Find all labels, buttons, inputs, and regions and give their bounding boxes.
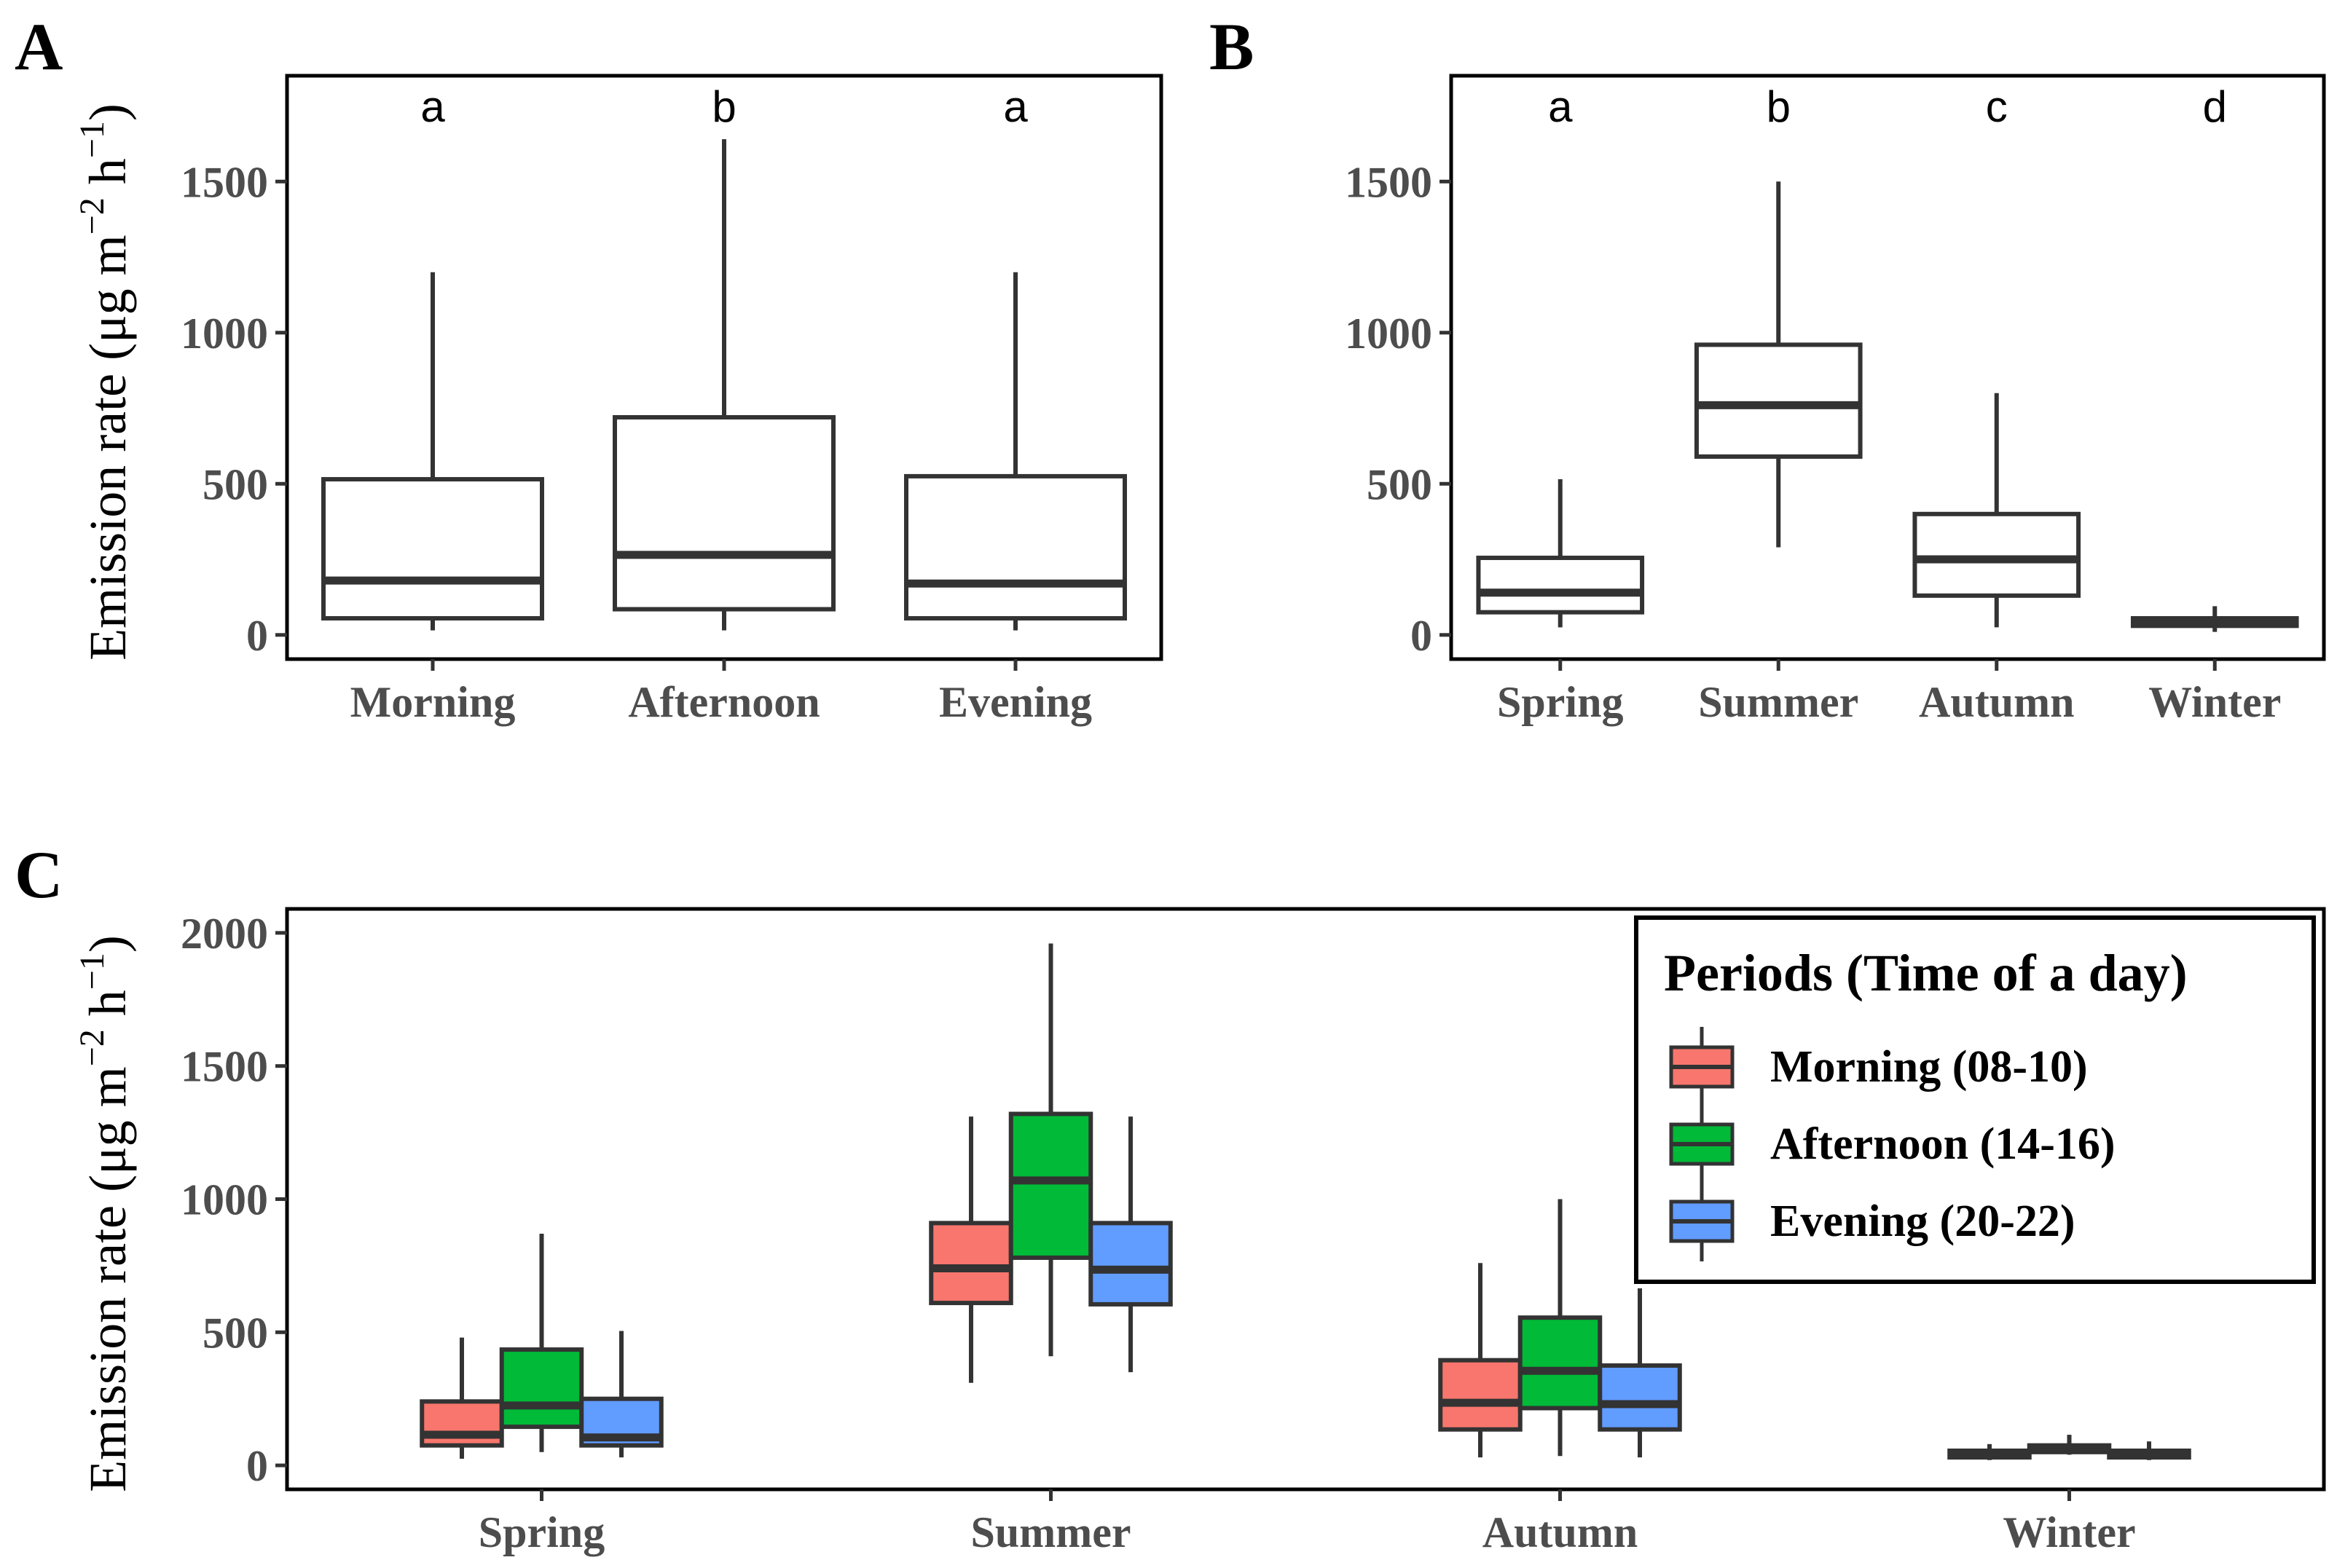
- legend-label: Evening (20-22): [1770, 1197, 2075, 1246]
- box-mark: [1088, 1116, 1173, 1373]
- y-tick-label: 500: [1367, 460, 1432, 508]
- y-axis-title-part: ): [79, 103, 137, 121]
- x-tick-label: Afternoon: [628, 678, 820, 726]
- significance-letter: c: [1986, 82, 2008, 131]
- y-tick-label: 1500: [181, 158, 268, 206]
- box-iqr: [929, 1221, 1013, 1306]
- panel-letter: B: [1209, 9, 1254, 84]
- y-tick-label: 1000: [181, 1176, 268, 1224]
- box-mark: [1947, 1443, 2032, 1460]
- significance-letter: b: [712, 82, 736, 131]
- box-mark: [579, 1331, 664, 1458]
- x-tick-label: Summer: [1698, 678, 1858, 726]
- box-mark: [1912, 393, 2081, 628]
- box-iqr: [1694, 342, 1863, 459]
- panel-c: C 0 500 1000 1500 2000 Emission rate (μg m−2 h…: [15, 838, 2326, 1556]
- significance-letter: d: [2203, 82, 2227, 131]
- box-mark: [1476, 479, 1645, 628]
- box-iqr: [904, 473, 1127, 620]
- legend-label: Afternoon (14-16): [1770, 1119, 2116, 1169]
- legend-key: [1669, 1181, 1735, 1261]
- x-tick-label: Winter: [2148, 678, 2281, 726]
- legend: Periods (Time of a day) Morning (08-10) Af…: [1634, 915, 2316, 1284]
- y-axis-title-part: Emission rate (μg m: [79, 1066, 137, 1492]
- panel-a: A 0 500 1000 1500 Emission rate (μg m−2 h−1) M…: [15, 9, 1163, 726]
- y-tick-label: 1500: [1345, 158, 1432, 206]
- box-mark: [1517, 1199, 1603, 1457]
- y-tick-label: 500: [203, 1309, 268, 1357]
- legend-label: Morning (08-10): [1770, 1042, 2088, 1092]
- significance-letter: a: [1003, 82, 1028, 131]
- box-iqr: [420, 1399, 504, 1448]
- box-mark: [420, 1337, 504, 1459]
- box-iqr: [1438, 1358, 1523, 1432]
- box-iqr: [1476, 555, 1645, 615]
- x-tick-label: Winter: [2003, 1508, 2135, 1556]
- box-mark: [499, 1234, 584, 1452]
- y-axis-title-part: Emission rate (μg m: [79, 235, 137, 661]
- y-axis-title-part: −2: [73, 1029, 111, 1066]
- significance-letter: a: [1548, 82, 1573, 131]
- panel-b: B 0 500 1000 1500 Spring a Summer b Autumn c Winter…: [1209, 9, 2326, 726]
- box-mark: [2130, 606, 2299, 632]
- panel-border: [1449, 74, 2326, 661]
- legend-key: [1669, 1027, 1735, 1107]
- box-mark: [321, 272, 544, 631]
- x-tick-label: Morning: [350, 678, 516, 726]
- box-mark: [904, 272, 1127, 631]
- box-iqr: [1912, 511, 2081, 598]
- x-tick-label: Spring: [479, 1508, 605, 1556]
- box-iqr: [1598, 1363, 1682, 1432]
- box-mark: [1598, 1288, 1682, 1458]
- box-iqr: [1008, 1111, 1093, 1260]
- x-tick-label: Autumn: [1919, 678, 2074, 726]
- y-tick-label: 2000: [181, 910, 268, 958]
- y-axis-title-part: −1: [73, 953, 111, 990]
- box-iqr: [1517, 1315, 1603, 1411]
- y-axis-title: Emission rate (μg m−2 h−1): [73, 935, 137, 1492]
- box-iqr: [321, 477, 544, 620]
- box-mark: [2027, 1435, 2112, 1455]
- y-tick-label: 1000: [181, 310, 268, 358]
- legend-key: [1669, 1104, 1735, 1184]
- y-axis-title: Emission rate (μg m−2 h−1): [73, 103, 137, 661]
- y-tick-label: 0: [246, 612, 268, 660]
- x-tick-label: Spring: [1497, 678, 1623, 726]
- significance-letter: a: [420, 82, 445, 131]
- significance-letter: b: [1767, 82, 1791, 131]
- panel-letter: A: [15, 9, 63, 84]
- box-mark: [1694, 181, 1863, 548]
- box-mark: [613, 139, 836, 631]
- box-mark: [929, 1116, 1013, 1383]
- y-tick-label: 1500: [181, 1043, 268, 1091]
- y-tick-label: 0: [246, 1442, 268, 1490]
- legend-title: Periods (Time of a day): [1664, 944, 2188, 1002]
- y-axis-title-part: h: [79, 990, 137, 1029]
- box-mark: [1008, 943, 1093, 1357]
- x-tick-label: Summer: [971, 1508, 1131, 1556]
- box-iqr: [613, 414, 836, 612]
- box-mark: [2107, 1441, 2191, 1460]
- box-iqr: [499, 1347, 584, 1430]
- x-tick-label: Autumn: [1482, 1508, 1638, 1556]
- y-tick-label: 1000: [1345, 310, 1432, 358]
- x-tick-label: Evening: [939, 678, 1092, 726]
- y-axis-title-part: h: [79, 158, 137, 197]
- legend-box: [1634, 915, 2316, 1284]
- y-axis-title-part: −2: [73, 197, 111, 235]
- y-tick-label: 0: [1410, 612, 1432, 660]
- box-mark: [1438, 1263, 1523, 1458]
- y-tick-label: 500: [203, 460, 268, 508]
- y-axis-title-part: ): [79, 935, 137, 953]
- panel-letter: C: [15, 838, 63, 912]
- box-iqr: [1088, 1221, 1173, 1307]
- y-axis-title-part: −1: [73, 121, 111, 158]
